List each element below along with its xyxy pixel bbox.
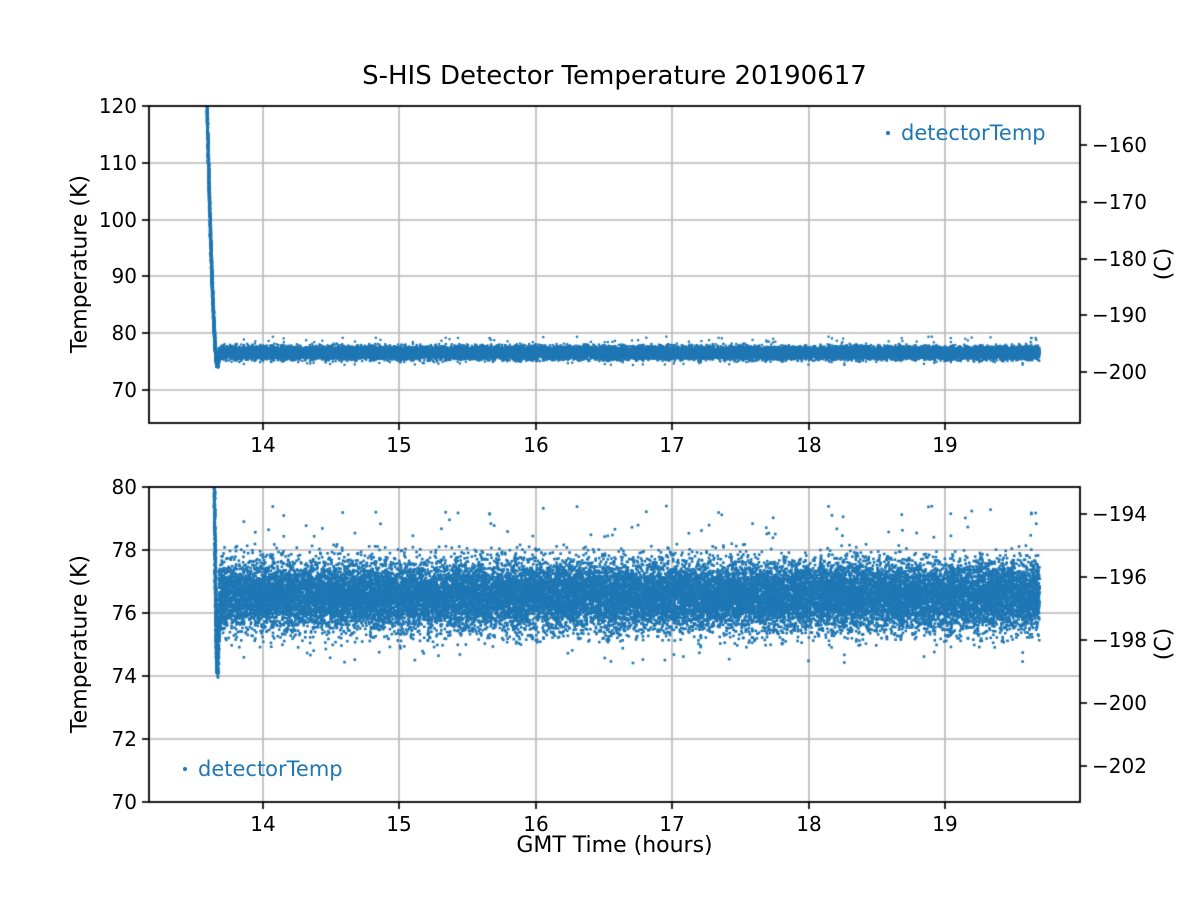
- x-tick-label: 19: [932, 812, 958, 836]
- x-tick-label: 14: [250, 812, 276, 836]
- right-tick-label: −194: [1092, 502, 1147, 526]
- x-tick-label: 16: [523, 433, 549, 457]
- x-tick-label: 15: [386, 433, 412, 457]
- right-tick-label: −202: [1092, 754, 1147, 778]
- y-tick-label: 78: [111, 538, 137, 562]
- legend-bottom: detectorTemp: [183, 757, 343, 781]
- legend-marker-icon: [183, 767, 187, 771]
- legend-top: detectorTemp: [886, 121, 1046, 145]
- x-tick-label: 18: [796, 433, 822, 457]
- right-tick-label: −190: [1092, 303, 1147, 327]
- y-axis-label-bottom: Temperature (K): [67, 555, 93, 733]
- y-tick-label: 100: [98, 208, 137, 232]
- x-axis-label: GMT Time (hours): [516, 833, 713, 858]
- right-tick-label: −196: [1092, 565, 1147, 589]
- right-tick-label: −200: [1092, 360, 1147, 384]
- legend-label-bottom: detectorTemp: [198, 757, 343, 781]
- x-tick-label: 15: [386, 812, 412, 836]
- chart-title: S-HIS Detector Temperature 20190617: [362, 61, 867, 91]
- y-tick-label: 80: [111, 321, 137, 345]
- y-tick-label: 76: [111, 601, 137, 625]
- y-tick-label: 70: [111, 790, 137, 814]
- x-tick-label: 17: [659, 812, 685, 836]
- right-tick-label: −180: [1092, 247, 1147, 271]
- x-tick-label: 14: [250, 433, 276, 457]
- legend-label-top: detectorTemp: [901, 121, 1046, 145]
- right-tick-label: −200: [1092, 691, 1147, 715]
- x-tick-label: 19: [932, 433, 958, 457]
- y-tick-label: 70: [111, 378, 137, 402]
- y-tick-label: 120: [98, 94, 137, 118]
- right-tick-label: −198: [1092, 628, 1147, 652]
- x-tick-label: 18: [796, 812, 822, 836]
- x-tick-label: 16: [523, 812, 549, 836]
- y-tick-label: 72: [111, 727, 137, 751]
- y-tick-label: 80: [111, 475, 137, 499]
- legend-marker-icon: [886, 131, 890, 135]
- x-tick-label: 17: [659, 433, 685, 457]
- right-tick-label: −170: [1092, 190, 1147, 214]
- y-tick-label: 110: [98, 151, 137, 175]
- right-tick-label: −160: [1092, 133, 1147, 157]
- y-tick-label: 90: [111, 264, 137, 288]
- y-tick-label: 74: [111, 664, 137, 688]
